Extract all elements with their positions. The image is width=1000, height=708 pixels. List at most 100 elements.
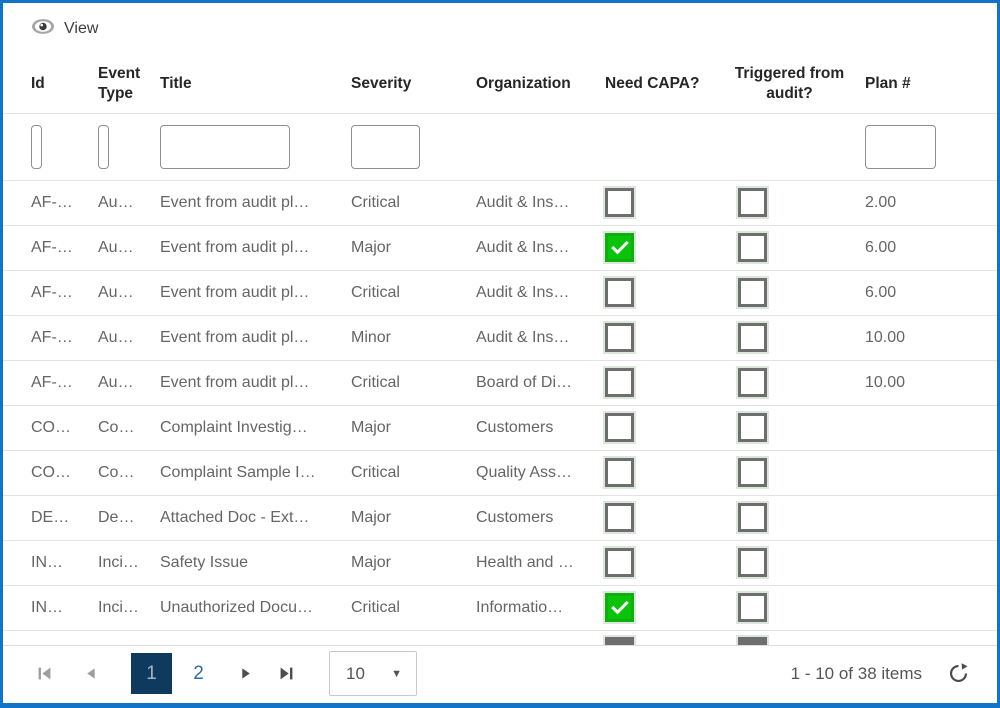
- table-row[interactable]: AF-… Au… Event from audit pl… Critical B…: [3, 360, 997, 406]
- event-type-cell: Co…: [86, 450, 148, 496]
- need-capa-checkbox[interactable]: [605, 503, 634, 532]
- id-cell: CO…: [3, 405, 86, 451]
- severity-cell: Major: [339, 225, 464, 271]
- need-capa-checkbox[interactable]: [605, 458, 634, 487]
- triggered-checkbox[interactable]: [738, 548, 767, 577]
- view-button-label: View: [64, 20, 99, 37]
- pager: 1 2 10 ▼ 1 - 10 of 38 items: [3, 644, 997, 702]
- plan-cell: [853, 495, 997, 541]
- refresh-icon: [949, 663, 968, 683]
- triggered-checkbox[interactable]: [738, 188, 767, 217]
- title-filter-input[interactable]: [160, 124, 290, 169]
- column-header-triggered[interactable]: Triggered from audit?: [734, 65, 845, 102]
- triggered-checkbox[interactable]: [738, 278, 767, 307]
- triggered-checkbox[interactable]: [738, 368, 767, 397]
- column-header-title[interactable]: Title: [160, 75, 192, 93]
- triggered-cell: [726, 405, 853, 451]
- need-capa-checkbox[interactable]: [605, 278, 634, 307]
- organization-cell: Informatio…: [464, 585, 593, 631]
- plan-cell: 10.00: [853, 360, 997, 406]
- title-cell: Event from audit pl…: [148, 225, 339, 271]
- need-capa-checkbox[interactable]: [605, 368, 634, 397]
- need-capa-checkbox[interactable]: [605, 188, 634, 217]
- triggered-checkbox[interactable]: [738, 593, 767, 622]
- event-type-cell: Inci…: [86, 585, 148, 631]
- chevron-down-icon: ▼: [391, 667, 402, 680]
- need-capa-checkbox[interactable]: [605, 233, 634, 262]
- view-button[interactable]: View: [31, 18, 98, 40]
- plan-cell: [853, 585, 997, 631]
- need-capa-checkbox[interactable]: [605, 323, 634, 352]
- table-row[interactable]: IN… Inci… Safety Issue Major Health and …: [3, 540, 997, 586]
- pager-controls: 1 2 10 ▼: [31, 651, 417, 696]
- column-header-need-capa[interactable]: Need CAPA?: [605, 75, 700, 93]
- need-capa-checkbox[interactable]: [605, 593, 634, 622]
- severity-cell: Critical: [339, 180, 464, 226]
- column-header-plan[interactable]: Plan #: [865, 75, 911, 93]
- column-header-severity[interactable]: Severity: [351, 75, 412, 93]
- need-capa-cell: [593, 315, 726, 361]
- table-row[interactable]: DE… De… Attached Doc - Ext… Major Custom…: [3, 495, 997, 541]
- triggered-checkbox[interactable]: [738, 233, 767, 262]
- table-row[interactable]: CO… Co… Complaint Investig… Major Custom…: [3, 405, 997, 451]
- triggered-checkbox[interactable]: [738, 636, 767, 645]
- event-type-cell: De…: [86, 495, 148, 541]
- id-cell: CO…: [3, 450, 86, 496]
- page-1-button[interactable]: 1: [131, 653, 172, 694]
- event-type-filter-input[interactable]: [98, 124, 109, 169]
- partial-row: [3, 630, 997, 645]
- table-row[interactable]: IN… Inci… Unauthorized Docu… Critical In…: [3, 585, 997, 631]
- table-row[interactable]: CO… Co… Complaint Sample I… Critical Qua…: [3, 450, 997, 496]
- title-cell: Event from audit pl…: [148, 270, 339, 316]
- filter-row: [3, 112, 997, 181]
- triggered-checkbox[interactable]: [738, 503, 767, 532]
- title-cell: Event from audit pl…: [148, 180, 339, 226]
- triggered-checkbox[interactable]: [738, 458, 767, 487]
- need-capa-checkbox[interactable]: [605, 636, 634, 645]
- table-row[interactable]: AF-… Au… Event from audit pl… Critical A…: [3, 180, 997, 226]
- organization-cell: Board of Di…: [464, 360, 593, 406]
- id-cell: AF-…: [3, 360, 86, 406]
- id-cell: AF-…: [3, 180, 86, 226]
- table-row[interactable]: AF-… Au… Event from audit pl… Critical A…: [3, 270, 997, 316]
- title-cell: Safety Issue: [148, 540, 339, 586]
- plan-cell: 6.00: [853, 225, 997, 271]
- severity-filter-input[interactable]: [351, 124, 420, 169]
- table-row[interactable]: AF-… Au… Event from audit pl… Minor Audi…: [3, 315, 997, 361]
- need-capa-cell: [593, 180, 726, 226]
- previous-page-button[interactable]: [77, 661, 103, 687]
- column-header-event-type[interactable]: Event Type: [98, 65, 141, 102]
- first-page-button[interactable]: [31, 661, 57, 687]
- organization-cell: Audit & Ins…: [464, 225, 593, 271]
- severity-cell: Minor: [339, 315, 464, 361]
- event-type-cell: Co…: [86, 405, 148, 451]
- grid-body: AF-… Au… Event from audit pl… Critical A…: [3, 180, 997, 631]
- need-capa-checkbox[interactable]: [605, 413, 634, 442]
- id-filter-input[interactable]: [31, 124, 42, 169]
- triggered-cell: [726, 585, 853, 631]
- table-row[interactable]: AF-… Au… Event from audit pl… Major Audi…: [3, 225, 997, 271]
- refresh-button[interactable]: [948, 663, 969, 684]
- eye-icon: [31, 18, 55, 40]
- plan-cell: [853, 540, 997, 586]
- severity-cell: Major: [339, 495, 464, 541]
- event-type-cell: Au…: [86, 225, 148, 271]
- event-type-cell: Au…: [86, 180, 148, 226]
- id-cell: AF-…: [3, 315, 86, 361]
- last-page-button[interactable]: [273, 661, 299, 687]
- column-header-organization[interactable]: Organization: [476, 75, 571, 93]
- need-capa-cell: [593, 405, 726, 451]
- column-header-id[interactable]: Id: [31, 75, 45, 93]
- severity-cell: Critical: [339, 270, 464, 316]
- plan-filter-input[interactable]: [865, 124, 936, 169]
- page-size-select[interactable]: 10 ▼: [329, 651, 417, 696]
- need-capa-checkbox[interactable]: [605, 548, 634, 577]
- page-2-button[interactable]: 2: [178, 653, 219, 694]
- triggered-checkbox[interactable]: [738, 413, 767, 442]
- event-type-cell: Au…: [86, 360, 148, 406]
- organization-cell: Customers: [464, 495, 593, 541]
- next-page-button[interactable]: [233, 661, 259, 687]
- triggered-checkbox[interactable]: [738, 323, 767, 352]
- triggered-cell: [726, 540, 853, 586]
- id-cell: DE…: [3, 495, 86, 541]
